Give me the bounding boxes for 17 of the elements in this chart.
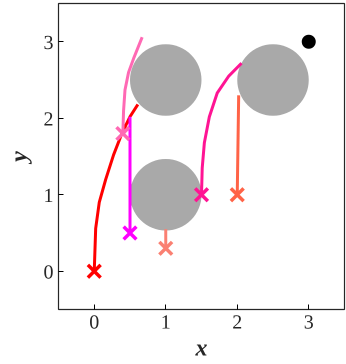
- point: [158, 240, 174, 256]
- y-axis-title: y: [6, 150, 32, 165]
- point: [122, 224, 138, 242]
- point: [229, 186, 246, 203]
- point: [114, 125, 131, 142]
- x-tick-label: 3: [304, 312, 314, 334]
- y-tick-label: 0: [44, 261, 54, 284]
- point: [193, 186, 210, 203]
- point: [86, 263, 102, 280]
- point: [302, 34, 316, 49]
- x-tick-label: 1: [160, 312, 171, 334]
- y-tick-label: 3: [44, 32, 54, 54]
- x-tick-label: 2: [232, 312, 242, 334]
- y-tick-label: 1: [44, 184, 54, 207]
- y-tick-label: 2: [44, 108, 54, 130]
- x-axis-title: x: [194, 336, 208, 362]
- x-tick-label: 0: [89, 312, 100, 334]
